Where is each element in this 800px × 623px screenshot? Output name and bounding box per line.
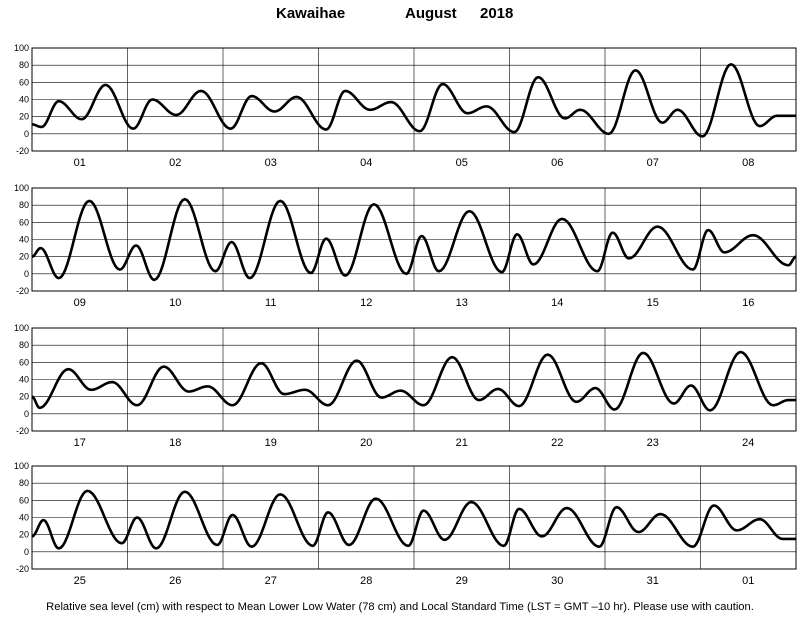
y-tick-label: -20 (16, 564, 29, 574)
day-label: 26 (169, 575, 181, 587)
y-tick-label: -20 (16, 146, 29, 156)
y-tick-label: 100 (14, 183, 29, 193)
day-label: 24 (742, 437, 754, 449)
y-tick-label: 100 (14, 461, 29, 471)
day-label: 12 (360, 297, 372, 309)
day-label: 09 (74, 297, 86, 309)
y-tick-label: 40 (19, 375, 29, 385)
y-tick-label: 0 (24, 269, 29, 279)
year-label: 2018 (480, 5, 514, 22)
panel-frame (31, 47, 797, 152)
day-label: 31 (647, 575, 659, 587)
day-label: 28 (360, 575, 372, 587)
day-label: 27 (265, 575, 277, 587)
y-tick-label: 60 (19, 357, 29, 367)
day-label: 11 (265, 297, 276, 309)
y-tick-label: 100 (14, 323, 29, 333)
day-label: 01 (742, 575, 754, 587)
y-tick-label: 20 (19, 392, 29, 402)
y-tick-label: 0 (24, 547, 29, 557)
tide-curve (31, 197, 797, 282)
panel-frame (31, 327, 797, 432)
y-tick-label: 20 (19, 530, 29, 540)
panel-frame (31, 465, 797, 570)
y-tick-label: 60 (19, 217, 29, 227)
tide-curve (31, 350, 797, 412)
station-name: Kawaihae (276, 5, 346, 22)
y-tick-label: 60 (19, 77, 29, 87)
day-label: 30 (551, 575, 563, 587)
day-label: 17 (74, 437, 86, 449)
y-tick-label: 40 (19, 513, 29, 523)
y-tick-label: 0 (24, 409, 29, 419)
day-label: 08 (742, 157, 754, 169)
y-tick-label: -20 (16, 286, 29, 296)
day-label: 13 (456, 297, 468, 309)
y-tick-label: 40 (19, 95, 29, 105)
day-label: 07 (647, 157, 659, 169)
y-tick-label: 40 (19, 235, 29, 245)
day-label: 19 (265, 437, 277, 449)
day-label: 21 (456, 437, 468, 449)
tide-curve (31, 489, 797, 550)
day-label: 06 (551, 157, 563, 169)
day-label: 20 (360, 437, 372, 449)
day-label: 10 (169, 297, 181, 309)
y-tick-label: 60 (19, 495, 29, 505)
day-label: 03 (265, 157, 277, 169)
day-label: 22 (551, 437, 563, 449)
y-tick-label: 80 (19, 60, 29, 70)
y-tick-label: -20 (16, 426, 29, 436)
month-label: August (405, 5, 457, 22)
day-label: 14 (551, 297, 563, 309)
day-label: 18 (169, 437, 181, 449)
y-tick-label: 20 (19, 252, 29, 262)
y-tick-label: 80 (19, 200, 29, 210)
footer-note: Relative sea level (cm) with respect to … (46, 601, 754, 613)
panel-frame (31, 187, 797, 292)
y-tick-label: 100 (14, 43, 29, 53)
day-label: 15 (647, 297, 659, 309)
day-label: 29 (456, 575, 468, 587)
y-tick-label: 80 (19, 340, 29, 350)
day-label: 05 (456, 157, 468, 169)
y-tick-label: 80 (19, 478, 29, 488)
y-tick-label: 0 (24, 129, 29, 139)
tide-curve (31, 63, 796, 138)
day-label: 04 (360, 157, 372, 169)
day-label: 02 (169, 157, 181, 169)
day-label: 23 (647, 437, 659, 449)
y-tick-label: 20 (19, 112, 29, 122)
day-label: 25 (74, 575, 86, 587)
day-label: 16 (742, 297, 754, 309)
day-label: 01 (74, 157, 86, 169)
